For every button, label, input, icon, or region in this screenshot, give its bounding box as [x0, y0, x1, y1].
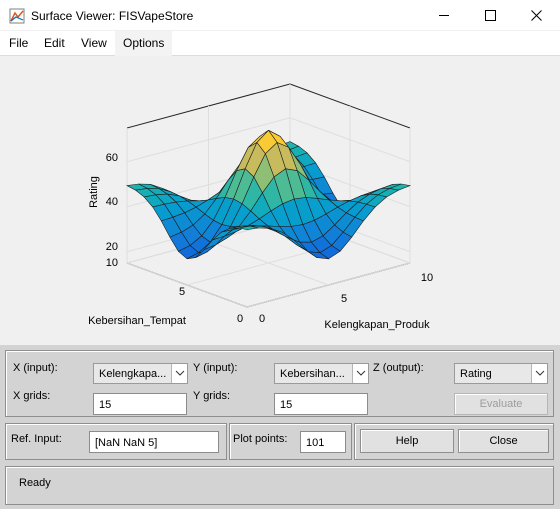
- y-input-dropdown[interactable]: Kebersihan...: [274, 363, 369, 384]
- menu-edit[interactable]: Edit: [44, 36, 65, 50]
- x-tick-5: 5: [341, 293, 347, 305]
- evaluate-button[interactable]: Evaluate: [454, 393, 548, 415]
- maximize-icon: [485, 10, 496, 21]
- menu-file[interactable]: File: [9, 36, 29, 50]
- y-input-label: Y (input):: [193, 362, 238, 374]
- status-panel: Ready: [5, 466, 554, 505]
- minimize-button[interactable]: [422, 0, 468, 31]
- close-window-button[interactable]: [514, 0, 560, 31]
- buttons-panel: Help Close: [354, 423, 554, 460]
- ref-input-field[interactable]: [NaN NaN 5]: [89, 431, 219, 453]
- control-area: X (input): Kelengkapa... Y (input): Kebe…: [0, 345, 560, 509]
- plot-area: 60 40 20 10 5 0 0 5 10 Rating Kebersihan…: [0, 57, 560, 345]
- x-grids-label: X grids:: [13, 390, 51, 402]
- close-button[interactable]: Close: [458, 429, 549, 453]
- x-axis-label: Kelengkapan_Produk: [324, 319, 430, 331]
- menu-bar: File Edit View Options: [0, 31, 560, 56]
- x-input-value: Kelengkapa...: [99, 368, 167, 380]
- window-title: Surface Viewer: FISVapeStore: [31, 9, 194, 23]
- menu-view[interactable]: View: [81, 36, 107, 50]
- y-tick-0: 0: [237, 313, 243, 325]
- help-button[interactable]: Help: [360, 429, 454, 453]
- z-tick-40: 40: [106, 196, 118, 208]
- surface-plot[interactable]: 60 40 20 10 5 0 0 5 10 Rating Kebersihan…: [0, 57, 560, 345]
- maximize-button[interactable]: [468, 0, 514, 31]
- chevron-down-icon: [175, 370, 185, 376]
- z-output-dropdown[interactable]: Rating: [454, 363, 548, 384]
- z-output-label: Z (output):: [373, 362, 424, 374]
- y-input-value: Kebersihan...: [280, 368, 345, 380]
- y-axis-label: Kebersihan_Tempat: [88, 315, 186, 327]
- y-tick-5: 5: [179, 286, 185, 298]
- status-text: Ready: [19, 477, 51, 489]
- z-output-value: Rating: [460, 368, 492, 380]
- z-tick-60: 60: [106, 152, 118, 164]
- y-tick-10: 10: [106, 257, 118, 269]
- menu-hover-highlight: [115, 31, 172, 56]
- x-tick-10: 10: [421, 272, 433, 284]
- x-input-dropdown[interactable]: Kelengkapa...: [93, 363, 188, 384]
- plot-points-field[interactable]: 101: [300, 431, 346, 453]
- chevron-down-icon: [356, 370, 366, 376]
- surface-mesh: [126, 129, 412, 260]
- minimize-icon: [439, 15, 449, 16]
- surface-patch: [238, 225, 259, 230]
- y-grids-label: Y grids:: [193, 390, 231, 402]
- plot-points-panel: Plot points: 101: [229, 423, 352, 460]
- title-bar: Surface Viewer: FISVapeStore: [0, 0, 560, 31]
- plot-points-label: Plot points:: [233, 433, 288, 445]
- z-axis-label: Rating: [88, 176, 100, 208]
- matlab-app-icon: [9, 8, 25, 24]
- chevron-down-icon: [535, 370, 545, 376]
- x-input-label: X (input):: [13, 362, 58, 374]
- ref-input-label: Ref. Input:: [11, 433, 62, 445]
- y-grids-field[interactable]: 15: [274, 393, 368, 415]
- close-icon: [531, 10, 542, 21]
- menu-options[interactable]: Options: [123, 36, 165, 50]
- ref-input-panel: Ref. Input: [NaN NaN 5]: [5, 423, 227, 460]
- x-grids-field[interactable]: 15: [93, 393, 187, 415]
- z-tick-20: 20: [106, 241, 118, 253]
- axes-settings-panel: X (input): Kelengkapa... Y (input): Kebe…: [5, 350, 554, 417]
- x-tick-0: 0: [259, 313, 265, 325]
